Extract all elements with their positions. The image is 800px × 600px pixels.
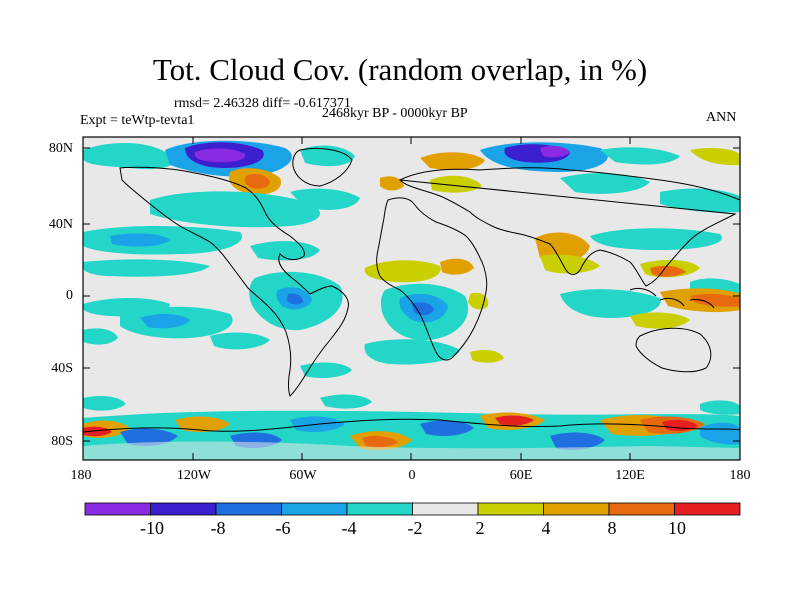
anomaly-region [320, 394, 372, 409]
colorbar-swatch [412, 502, 479, 516]
colorbar-swatch [477, 502, 544, 516]
anomaly-region [110, 233, 170, 247]
colorbar-swatch [608, 502, 675, 516]
colorbar-label: -4 [341, 518, 357, 538]
anomaly-region [550, 432, 605, 450]
anomaly-region [175, 416, 230, 432]
australia-coastline [635, 327, 712, 373]
anomaly-region [210, 332, 270, 350]
anomaly-region [560, 173, 650, 194]
anomaly-region [660, 188, 740, 213]
colorbar-swatch [215, 502, 282, 516]
africa-coastline [376, 197, 488, 361]
colorbar-label: 4 [541, 518, 551, 538]
anomaly-region [120, 428, 178, 446]
colorbar-swatch [543, 502, 610, 516]
anomaly-region [650, 265, 686, 277]
colorbar-label: -6 [275, 518, 291, 538]
anomaly-region [470, 350, 504, 363]
anomaly-region [690, 147, 740, 166]
anomaly-region [150, 191, 320, 228]
anomaly-region [630, 312, 690, 329]
anomaly-region [380, 176, 404, 191]
maritime-continent-coastline [629, 287, 715, 309]
lon-tick-label: 60E [509, 468, 533, 483]
anomaly-region [83, 259, 210, 277]
colorbar-label: -10 [140, 518, 164, 538]
eurasia-coastline [398, 167, 740, 287]
anomaly-region [364, 260, 441, 283]
americas-coastline [119, 166, 349, 397]
colorbar-label: 2 [475, 518, 485, 538]
season-label: ANN [706, 110, 737, 125]
colorbar-label: 10 [668, 518, 686, 538]
contour-field [83, 137, 740, 460]
anomaly-region [83, 426, 112, 437]
colorbar-label: 8 [607, 518, 617, 538]
greenland-coastline [292, 147, 353, 187]
lat-tick-label: 80S [51, 434, 73, 449]
anomaly-region [535, 232, 590, 262]
anomaly-region [700, 400, 740, 415]
anomaly-region [244, 173, 270, 189]
coastlines [83, 147, 740, 433]
lat-tick-label: 80N [48, 141, 73, 156]
anomaly-region [420, 420, 474, 436]
anomaly-region [560, 289, 661, 318]
anomaly-region [300, 362, 352, 378]
anomaly-region [412, 302, 434, 316]
lat-tick-label: 40S [51, 361, 73, 376]
anomaly-region [700, 422, 740, 445]
rmsd-diff-stats: rmsd= 2.46328 diff= -0.617371 [174, 96, 351, 111]
lon-tick-label: 180 [70, 468, 92, 483]
colorbar-label: -8 [210, 518, 226, 538]
lon-tick-label: 180 [729, 468, 751, 483]
antarctica-coastline [83, 418, 740, 433]
anomaly-region [540, 145, 570, 158]
experiment-label: Expt = teWtp-tevta1 [80, 113, 195, 128]
lat-tick-label: 40N [48, 217, 73, 232]
colorbar-label: -2 [407, 518, 423, 538]
anomaly-region [140, 314, 190, 329]
anomaly-region [83, 328, 118, 345]
anomaly-region [690, 293, 740, 307]
lat-ticks [83, 147, 740, 442]
colorbar [84, 502, 741, 516]
anomaly-region [430, 175, 482, 193]
colorbar-swatch [150, 502, 217, 516]
anomaly-region [83, 396, 126, 411]
lon-tick-label: 120E [615, 468, 645, 483]
anomaly-region [290, 188, 360, 210]
anomaly-region [83, 143, 175, 170]
time-period-label: 2468kyr BP - 0000kyr BP [322, 106, 468, 121]
anomaly-region [420, 152, 485, 170]
anomaly-region [590, 228, 722, 250]
lon-tick-label: 120W [176, 468, 212, 483]
colorbar-swatch [281, 502, 348, 516]
anomaly-region [300, 145, 355, 167]
anomaly-region [250, 241, 320, 261]
lat-tick-label: 0 [66, 288, 73, 303]
colorbar-swatch [84, 502, 151, 516]
lon-tick-label: 0 [408, 468, 416, 483]
anomaly-region [440, 258, 474, 275]
lon-ticks [82, 137, 741, 460]
lon-tick-label: 60W [289, 468, 317, 483]
anomaly-region [600, 147, 680, 165]
anomaly-region [540, 254, 600, 274]
anomaly-region [362, 435, 398, 448]
map-title: Tot. Cloud Cov. (random overlap, in %) [152, 52, 648, 87]
anomaly-region [495, 415, 534, 426]
colorbar-swatch [674, 502, 741, 516]
anomaly-region [83, 441, 740, 460]
anomaly-region [364, 339, 460, 365]
colorbar-swatch [346, 502, 413, 516]
anomaly-region [194, 148, 246, 163]
anomaly-region [287, 293, 303, 305]
